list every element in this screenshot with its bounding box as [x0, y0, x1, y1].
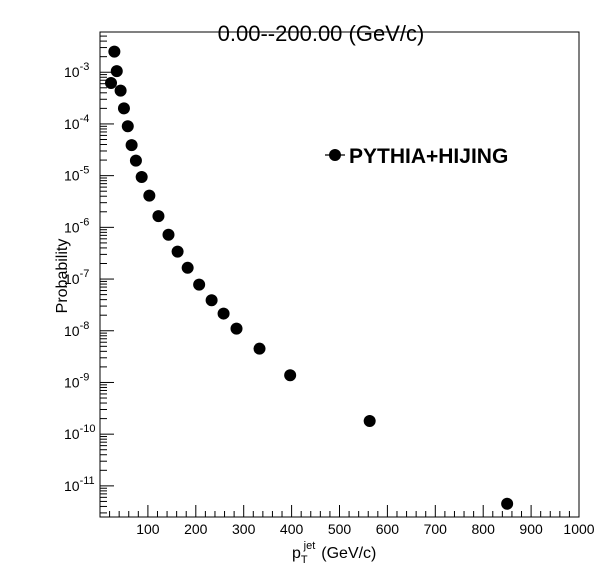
- data-point: [162, 228, 175, 241]
- data-point: [363, 414, 376, 427]
- data-point: [253, 342, 266, 355]
- y-axis-title: Probability: [54, 239, 71, 314]
- x-axis-title: pTjet (GeV/c): [292, 540, 376, 566]
- data-point: [205, 294, 218, 307]
- legend-marker: [329, 149, 341, 161]
- data-point: [135, 171, 148, 184]
- data-point: [171, 245, 184, 258]
- x-tick-label: 100: [136, 521, 160, 537]
- data-point: [125, 139, 138, 152]
- x-tick-label: 500: [328, 521, 352, 537]
- data-point: [110, 65, 123, 78]
- x-tick-label: 400: [280, 521, 304, 537]
- data-point: [193, 278, 206, 291]
- data-point: [217, 307, 230, 320]
- x-axis-title-superscript: jet: [303, 540, 316, 552]
- y-tick-label: 10-11: [64, 475, 95, 494]
- data-point: [284, 369, 297, 382]
- data-point: [129, 154, 142, 167]
- x-axis-title-subscript: T: [301, 554, 308, 566]
- legend: PYTHIA+HIJING: [325, 145, 508, 168]
- y-tick-label: 10-4: [64, 113, 89, 132]
- y-tick-label: 10-6: [64, 216, 89, 235]
- data-point: [181, 261, 194, 274]
- x-tick-label: 900: [519, 521, 543, 537]
- y-axis-ticks: [100, 31, 114, 514]
- x-tick-label: 800: [472, 521, 496, 537]
- data-point: [121, 120, 134, 133]
- data-point: [105, 76, 118, 89]
- y-tick-label: 10-9: [64, 371, 89, 390]
- data-point: [117, 102, 130, 115]
- data-point: [152, 210, 165, 223]
- x-tick-label: 600: [376, 521, 400, 537]
- data-point: [143, 189, 156, 202]
- x-axis-title-main: p: [292, 545, 301, 562]
- y-tick-label: 10-8: [64, 320, 89, 339]
- y-axis-tick-labels: 10-11 10-10 10-9 10-8 10-7 10-6 10-5 10-4 10-3: [64, 61, 95, 494]
- data-points: [105, 45, 514, 510]
- plot-frame: [99, 31, 580, 518]
- x-tick-label: 1000: [563, 521, 594, 537]
- data-point: [114, 84, 127, 97]
- x-tick-label: 200: [184, 521, 208, 537]
- data-point: [230, 322, 243, 335]
- y-tick-label: 10-10: [64, 423, 95, 442]
- data-point: [501, 497, 514, 510]
- y-tick-label: 10-5: [64, 165, 89, 184]
- x-axis-title-unit: (GeV/c): [321, 545, 376, 562]
- x-axis-tick-labels: 100 200 300 400 500 600 700 800 900 1000: [136, 521, 595, 537]
- x-axis-ticks: [99, 505, 580, 517]
- x-tick-label: 700: [424, 521, 448, 537]
- x-tick-label: 300: [232, 521, 256, 537]
- chart-title: 0.00--200.00 (GeV/c): [218, 21, 425, 46]
- data-point: [108, 45, 121, 58]
- y-tick-label: 10-7: [64, 268, 89, 287]
- y-tick-label: 10-3: [64, 61, 89, 80]
- legend-label-pythia-hijing: PYTHIA+HIJING: [349, 145, 508, 168]
